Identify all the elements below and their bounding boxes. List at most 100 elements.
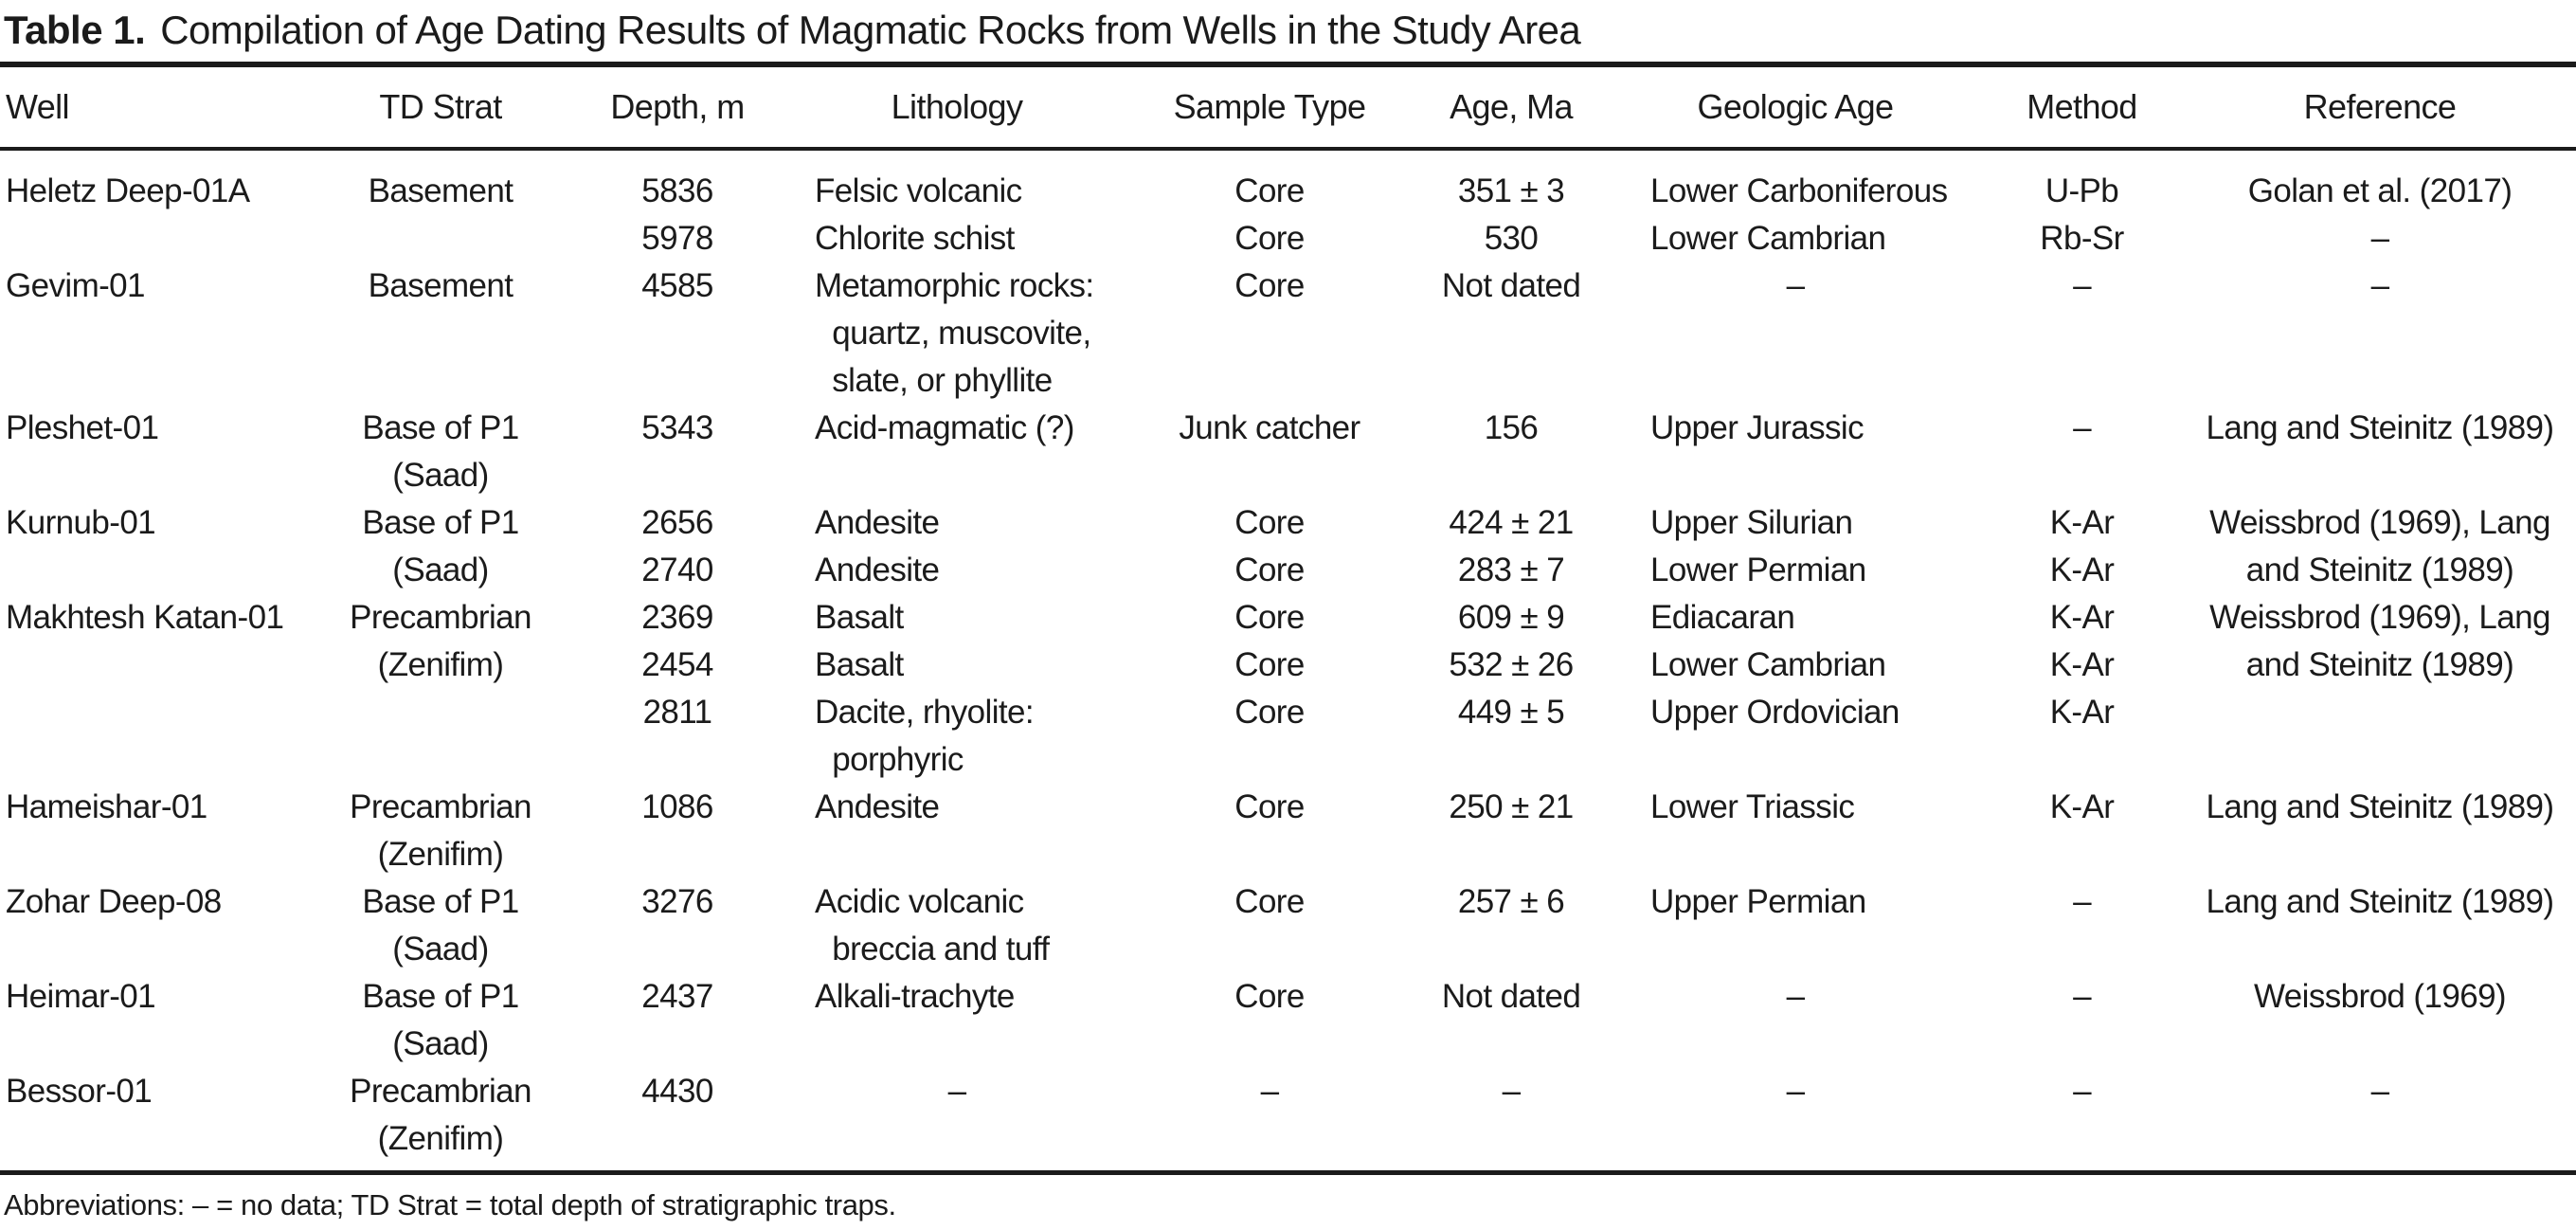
cell-2-reference: Lang and Steinitz (1989) xyxy=(2184,405,2576,499)
cell-1-reference: – xyxy=(2184,262,2576,405)
cell-line: – xyxy=(2370,267,2389,304)
cell-line: Gevim-01 xyxy=(6,267,146,304)
cell-line: – xyxy=(947,1073,966,1110)
cell-line: Not dated xyxy=(1441,978,1581,1015)
cell-6-age_ma: 257 ± 6 xyxy=(1412,878,1611,973)
cell-line: 250 ± 21 xyxy=(1449,788,1574,825)
cell-line: – xyxy=(1786,1073,1805,1110)
cell-2-age_ma: 156 xyxy=(1412,405,1611,499)
cell-1-td_strat: Basement xyxy=(313,262,568,405)
cell-8-sample_type: – xyxy=(1127,1068,1412,1173)
cell-line xyxy=(1127,1115,1412,1163)
age-dating-table: Well TD Strat Depth, m Lithology Sample Type… xyxy=(0,62,2576,1175)
cell-line: 3276 xyxy=(641,883,713,920)
cell-line xyxy=(1412,452,1611,499)
cell-line: Base of P1 xyxy=(362,883,519,920)
cell-line xyxy=(0,310,313,357)
table-row-3: Kurnub-01 Base of P1 (Saad) 2656 2740 Andesi… xyxy=(0,499,2576,594)
cell-3-sample_type: Core Core xyxy=(1127,499,1412,594)
cell-line: Base of P1 xyxy=(362,504,519,541)
cell-0-geologic_age: Lower Carboniferous Lower Cambrian xyxy=(1611,149,1980,262)
cell-4-age_ma: 609 ± 9 532 ± 26 449 ± 5 xyxy=(1412,594,1611,784)
cell-line: Felsic volcanic xyxy=(815,172,1022,209)
cell-6-depth: 3276 xyxy=(568,878,786,973)
cell-8-geologic_age: – xyxy=(1611,1068,1980,1173)
cell-line xyxy=(313,310,568,357)
cell-8-method: – xyxy=(1980,1068,2184,1173)
cell-6-sample_type: Core xyxy=(1127,878,1412,973)
cell-line: 1086 xyxy=(641,788,713,825)
cell-line: Lower Cambrian xyxy=(1650,646,1886,683)
cell-8-reference: – xyxy=(2184,1068,2576,1173)
cell-line: breccia and tuff xyxy=(815,931,1050,968)
cell-line: Basalt xyxy=(815,599,904,636)
cell-line: Upper Ordovician xyxy=(1650,694,1900,731)
cell-line xyxy=(1980,926,2184,973)
cell-1-method: – xyxy=(1980,262,2184,405)
cell-line: 2811 xyxy=(642,694,712,731)
cell-line: 2369 xyxy=(641,599,713,636)
cell-5-well: Hameishar-01 xyxy=(0,784,313,878)
cell-line: Weissbrod (1969), Lang xyxy=(2209,599,2550,636)
cell-line: Lower Carboniferous xyxy=(1650,172,1948,209)
cell-line: 2454 xyxy=(641,646,713,683)
cell-line: Basalt xyxy=(815,646,904,683)
cell-line: Heimar-01 xyxy=(6,978,156,1015)
cell-6-td_strat: Base of P1 (Saad) xyxy=(313,878,568,973)
cell-2-well: Pleshet-01 xyxy=(0,405,313,499)
cell-line xyxy=(568,452,786,499)
cell-line xyxy=(1611,1021,1980,1068)
cell-line xyxy=(1127,926,1412,973)
cell-line: Upper Silurian xyxy=(1650,504,1853,541)
cell-line xyxy=(1127,736,1412,784)
table-number: Table 1. xyxy=(4,8,146,52)
header-row: Well TD Strat Depth, m Lithology Sample Type… xyxy=(0,64,2576,151)
cell-4-td_strat: Precambrian (Zenifim) xyxy=(313,594,568,784)
cell-line: 530 xyxy=(1484,220,1539,257)
cell-line xyxy=(786,1021,1127,1068)
cell-line: Lower Cambrian xyxy=(1650,220,1886,257)
cell-1-well: Gevim-01 xyxy=(0,262,313,405)
cell-line: K-Ar xyxy=(2049,646,2115,683)
cell-line: 4585 xyxy=(641,267,713,304)
cell-8-age_ma: – xyxy=(1412,1068,1611,1173)
cell-4-lithology: Basalt Basalt Dacite, rhyolite: porphyric xyxy=(786,594,1127,784)
cell-line: U-Pb xyxy=(2045,172,2119,209)
cell-line: Andesite xyxy=(815,788,940,825)
cell-line xyxy=(1127,310,1412,357)
cell-line: 156 xyxy=(1484,409,1539,446)
cell-5-age_ma: 250 ± 21 xyxy=(1412,784,1611,878)
cell-line: Not dated xyxy=(1441,267,1581,304)
cell-line xyxy=(1611,926,1980,973)
cell-2-geologic_age: Upper Jurassic xyxy=(1611,405,1980,499)
column-header-reference: Reference xyxy=(2184,64,2576,151)
cell-line: – xyxy=(2370,1073,2389,1110)
cell-line xyxy=(1412,310,1611,357)
table-title: Table 1. Compilation of Age Dating Result… xyxy=(0,0,2576,62)
cell-line: (Zenifim) xyxy=(377,646,504,683)
cell-4-method: K-Ar K-Ar K-Ar xyxy=(1980,594,2184,784)
cell-line xyxy=(0,547,313,594)
cell-line: Kurnub-01 xyxy=(6,504,156,541)
cell-4-reference: Weissbrod (1969), Lang and Steinitz (1989… xyxy=(2184,594,2576,784)
cell-line xyxy=(0,452,313,499)
cell-2-depth: 5343 xyxy=(568,405,786,499)
cell-line: Core xyxy=(1234,694,1305,731)
cell-line xyxy=(2184,689,2576,736)
cell-line xyxy=(1611,831,1980,878)
cell-line xyxy=(0,1115,313,1163)
cell-line: Lower Permian xyxy=(1650,552,1866,588)
cell-line: (Saad) xyxy=(392,457,489,494)
cell-line: Base of P1 xyxy=(362,978,519,1015)
cell-line: Weissbrod (1969) xyxy=(2254,978,2507,1015)
cell-line: Core xyxy=(1234,504,1305,541)
cell-line: Core xyxy=(1234,172,1305,209)
cell-line xyxy=(2184,1021,2576,1068)
cell-line xyxy=(1127,452,1412,499)
cell-3-age_ma: 424 ± 21 283 ± 7 xyxy=(1412,499,1611,594)
cell-line: (Saad) xyxy=(392,1025,489,1062)
cell-line: Metamorphic rocks: xyxy=(815,267,1094,304)
cell-5-reference: Lang and Steinitz (1989) xyxy=(2184,784,2576,878)
cell-line xyxy=(1611,357,1980,405)
cell-0-age_ma: 351 ± 3 530 xyxy=(1412,149,1611,262)
